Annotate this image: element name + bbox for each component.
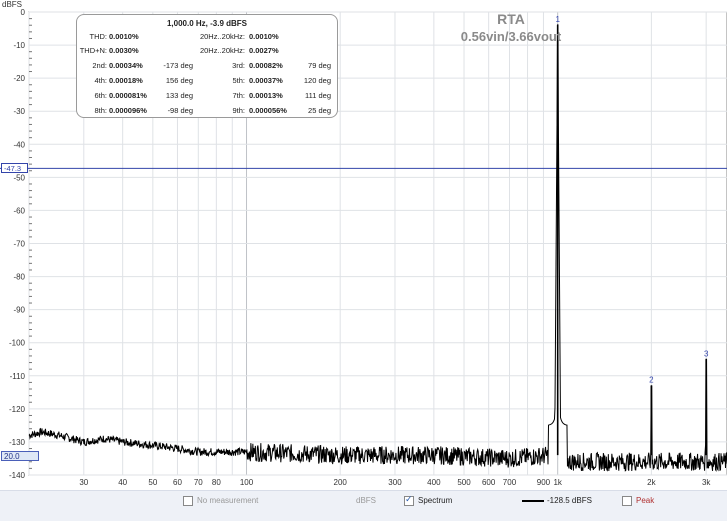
harmonic-order: 4th: bbox=[94, 76, 107, 85]
harmonic-phase: 133 deg bbox=[165, 91, 193, 100]
spectrum-checkbox[interactable] bbox=[404, 494, 414, 506]
harmonic-level: 0.00018% bbox=[109, 76, 143, 85]
harmonic-level: 0.00013% bbox=[249, 91, 283, 100]
metric-label: THD+N: bbox=[79, 46, 107, 55]
x-tick-label: 900 bbox=[537, 478, 551, 487]
metric-label: 20Hz..20kHz: bbox=[199, 32, 245, 41]
chart-title: RTA bbox=[497, 11, 525, 27]
x-tick-label: 70 bbox=[194, 478, 203, 487]
peak-checkbox[interactable] bbox=[622, 496, 632, 506]
harmonic-label-2: 2 bbox=[649, 376, 654, 385]
y-tick-label: -20 bbox=[13, 74, 25, 83]
y-tick-label: -10 bbox=[13, 41, 25, 50]
harmonic-order: 3rd: bbox=[232, 61, 245, 70]
y-axis-unit: dBFS bbox=[2, 0, 22, 9]
y-tick-label: -60 bbox=[13, 206, 25, 215]
harmonic-level: 0.000096% bbox=[109, 106, 147, 115]
harmonic-row: 6th: 0.000081% 133 deg 7th: 0.00013% 111 deg bbox=[77, 91, 337, 103]
y-tick-label: -90 bbox=[13, 306, 25, 315]
y-tick-label: -70 bbox=[13, 240, 25, 249]
harmonic-order: 2nd: bbox=[92, 61, 107, 70]
harmonic-level: 0.00082% bbox=[249, 61, 283, 70]
metric-label: 20Hz..20kHz: bbox=[199, 46, 245, 55]
y-tick-label: -40 bbox=[13, 140, 25, 149]
rta-plot[interactable]: 0 -10 -20 -30 -40 -50 -60 -70 -80 -90 -100 -110 -120… bbox=[0, 0, 727, 490]
harmonic-phase: -173 deg bbox=[163, 61, 193, 70]
y-tick-label: -120 bbox=[9, 405, 26, 414]
y-tick-labels: 0 -10 -20 -30 -40 -50 -60 -70 -80 -90 -100 -110 -120… bbox=[9, 8, 26, 480]
x-tick-label: 500 bbox=[457, 478, 471, 487]
harmonic-order: 9th: bbox=[232, 106, 245, 115]
harmonic-level: 0.00037% bbox=[249, 76, 283, 85]
harmonic-order: 6th: bbox=[94, 91, 107, 100]
x-tick-label: 300 bbox=[388, 478, 402, 487]
harmonic-phase: 79 deg bbox=[308, 61, 331, 70]
harmonic-order: 5th: bbox=[232, 76, 245, 85]
y-tick-label: -130 bbox=[9, 438, 26, 447]
harmonic-row: 8th: 0.000096% -98 deg 9th: 0.000056% 25 deg bbox=[77, 106, 337, 118]
harmonic-level: 0.00034% bbox=[109, 61, 143, 70]
distortion-summary-row: THD+N: 0.0030% 20Hz..20kHz: 0.0027% bbox=[77, 46, 337, 58]
harmonic-row: 4th: 0.00018% 156 deg 5th: 0.00037% 120 deg bbox=[77, 76, 337, 88]
harmonic-order: 7th: bbox=[232, 91, 245, 100]
metric-value: 0.0010% bbox=[109, 32, 139, 41]
harmonic-row: 2nd: 0.00034% -173 deg 3rd: 0.00082% 79 deg bbox=[77, 61, 337, 73]
y-tick-label: -30 bbox=[13, 107, 25, 116]
harmonic-phase: 156 deg bbox=[165, 76, 193, 85]
x-start-frequency[interactable]: 20.0 bbox=[1, 451, 39, 461]
harmonic-level: 0.000056% bbox=[249, 106, 287, 115]
legend-bar: No measurement dBFS Spectrum -128.5 dBFS… bbox=[0, 490, 727, 521]
x-tick-label: 80 bbox=[212, 478, 221, 487]
x-tick-label: 2k bbox=[647, 478, 656, 487]
harmonic-phase: -98 deg bbox=[167, 106, 193, 115]
no-measurement-checkbox[interactable] bbox=[183, 496, 193, 506]
peak-item[interactable]: Peak bbox=[622, 496, 654, 506]
x-tick-label: 1k bbox=[553, 478, 562, 487]
x-tick-label: 50 bbox=[148, 478, 157, 487]
legend-unit: dBFS bbox=[356, 496, 377, 505]
x-tick-label: 400 bbox=[427, 478, 441, 487]
y-tick-label: -50 bbox=[13, 173, 25, 182]
x-tick-label: 60 bbox=[173, 478, 182, 487]
y-tick-label: 0 bbox=[21, 8, 26, 17]
metric-value: 0.0027% bbox=[249, 46, 279, 55]
spectrum-value-item: -128.5 dBFS bbox=[522, 496, 592, 505]
harmonic-phase: 111 deg bbox=[305, 91, 331, 100]
spectrum-item[interactable]: Spectrum bbox=[404, 494, 452, 506]
harmonic-phase: 120 deg bbox=[303, 76, 331, 85]
distortion-panel: 1,000.0 Hz, -3.9 dBFS THD: 0.0010% 20Hz..2… bbox=[76, 14, 338, 118]
harmonic-phase: 25 deg bbox=[308, 106, 331, 115]
y-tick-label: -80 bbox=[13, 273, 25, 282]
x-tick-label: 30 bbox=[79, 478, 88, 487]
harmonic-label-3: 3 bbox=[704, 349, 709, 358]
metric-label: THD: bbox=[89, 32, 108, 41]
harmonic-label-1: 1 bbox=[555, 15, 560, 24]
metric-value: 0.0030% bbox=[109, 46, 139, 55]
y-tick-label: -100 bbox=[9, 339, 26, 348]
harmonic-peaks bbox=[556, 24, 707, 456]
spectrum-trace bbox=[28, 24, 727, 472]
harmonic-level: 0.000081% bbox=[109, 91, 147, 100]
no-measurement-item[interactable]: No measurement bbox=[183, 496, 258, 506]
harmonic-order: 8th: bbox=[94, 106, 107, 115]
distortion-summary-row: THD: 0.0010% 20Hz..20kHz: 0.0010% bbox=[77, 32, 337, 44]
harmonic-peak-labels: 1 2 3 bbox=[555, 15, 708, 385]
x-tick-label: 600 bbox=[482, 478, 496, 487]
level-cursor-label[interactable]: -47.3 bbox=[1, 163, 28, 174]
x-tick-label: 200 bbox=[334, 478, 348, 487]
x-tick-label: 40 bbox=[118, 478, 127, 487]
x-tick-label: 700 bbox=[503, 478, 517, 487]
metric-value: 0.0010% bbox=[249, 32, 279, 41]
chart-subtitle: 0.56vin/3.66vout bbox=[461, 29, 562, 44]
x-tick-label: 3k bbox=[702, 478, 711, 487]
y-tick-label: -140 bbox=[9, 471, 26, 480]
y-tick-label: -110 bbox=[10, 372, 26, 381]
x-tick-label: 100 bbox=[240, 478, 254, 487]
spectrum-swatch bbox=[522, 499, 544, 502]
distortion-header: 1,000.0 Hz, -3.9 dBFS bbox=[166, 19, 248, 28]
x-tick-labels: 30 40 50 60 70 80 100 200 300 400 500 600 700 900 1k 2k… bbox=[79, 478, 711, 487]
